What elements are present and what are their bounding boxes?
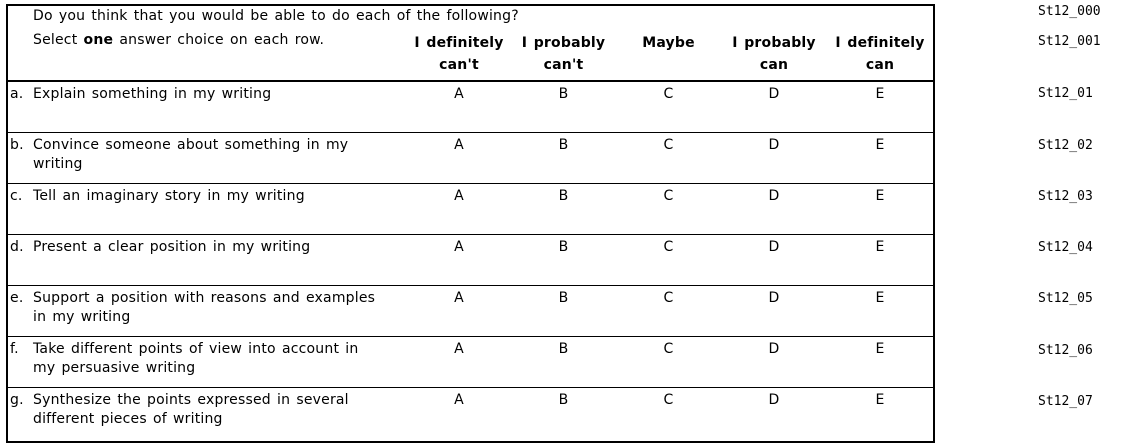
row-letter: d. (10, 239, 24, 255)
option-b[interactable]: B (558, 290, 569, 306)
option-d[interactable]: D (768, 137, 780, 153)
option-b[interactable]: B (558, 137, 569, 153)
question-text: Present a clear position in my writing (33, 239, 311, 255)
variable-code-st12-06: St12_06 (1038, 343, 1093, 358)
row-letter: a. (10, 86, 24, 102)
row-letter: c. (10, 188, 23, 204)
option-e[interactable]: E (875, 86, 885, 102)
variable-code-st12-05: St12_05 (1038, 291, 1093, 306)
question-text: Tell an imaginary story in my writing (33, 188, 305, 204)
option-c[interactable]: C (663, 392, 674, 408)
option-b[interactable]: B (558, 341, 569, 357)
variable-code-st12-07: St12_07 (1038, 394, 1093, 409)
option-a[interactable]: A (454, 290, 464, 306)
table-header: Do you think that you would be able to d… (8, 6, 933, 82)
col-header-definitely-cant: I definitely can't (414, 35, 504, 73)
row-letter: e. (10, 290, 24, 306)
question-row-g: g. Synthesize the points expressed in se… (8, 388, 933, 439)
option-b[interactable]: B (558, 239, 569, 255)
option-d[interactable]: D (768, 239, 780, 255)
option-b[interactable]: B (558, 392, 569, 408)
question-text: Explain something in my writing (33, 86, 272, 102)
option-b[interactable]: B (558, 86, 569, 102)
variable-code-st12-000: St12_000 (1038, 4, 1101, 19)
option-e[interactable]: E (875, 341, 885, 357)
question-text: Convince someone about something in my w… (33, 137, 349, 172)
option-e[interactable]: E (875, 137, 885, 153)
question-row-c: c. Tell an imaginary story in my writing… (8, 184, 933, 235)
option-a[interactable]: A (454, 239, 464, 255)
col-header-maybe: Maybe (642, 35, 695, 51)
option-e[interactable]: E (875, 239, 885, 255)
instruction-prefix: Select (33, 32, 84, 48)
option-c[interactable]: C (663, 239, 674, 255)
row-letter: b. (10, 137, 24, 153)
option-c[interactable]: C (663, 341, 674, 357)
option-d[interactable]: D (768, 290, 780, 306)
instruction-bold-word: one (83, 32, 114, 48)
option-d[interactable]: D (768, 392, 780, 408)
survey-prompt: Do you think that you would be able to d… (33, 8, 519, 24)
option-e[interactable]: E (875, 290, 885, 306)
question-row-e: e. Support a position with reasons and e… (8, 286, 933, 337)
option-e[interactable]: E (875, 392, 885, 408)
question-row-a: a. Explain something in my writing A B C… (8, 82, 933, 133)
option-a[interactable]: A (454, 392, 464, 408)
col-header-probably-cant: I probably can't (521, 35, 606, 73)
question-text: Support a position with reasons and exam… (33, 290, 376, 325)
option-c[interactable]: C (663, 290, 674, 306)
option-c[interactable]: C (663, 86, 674, 102)
option-c[interactable]: C (663, 188, 674, 204)
option-d[interactable]: D (768, 188, 780, 204)
question-table: Do you think that you would be able to d… (6, 4, 935, 443)
question-row-f: f. Take different points of view into ac… (8, 337, 933, 388)
option-b[interactable]: B (558, 188, 569, 204)
question-row-b: b. Convince someone about something in m… (8, 133, 933, 184)
row-letter: g. (10, 392, 24, 408)
row-letter: f. (10, 341, 19, 357)
option-a[interactable]: A (454, 188, 464, 204)
instruction-suffix: answer choice on each row. (113, 32, 325, 48)
col-header-probably-can: I probably can (732, 35, 816, 73)
option-e[interactable]: E (875, 188, 885, 204)
survey-instruction: Select one answer choice on each row. (33, 32, 324, 48)
variable-code-st12-001: St12_001 (1038, 34, 1101, 49)
variable-code-st12-03: St12_03 (1038, 189, 1093, 204)
variable-code-st12-02: St12_02 (1038, 138, 1093, 153)
variable-code-st12-01: St12_01 (1038, 86, 1093, 101)
option-a[interactable]: A (454, 137, 464, 153)
col-header-definitely-can: I definitely can (835, 35, 925, 73)
option-a[interactable]: A (454, 86, 464, 102)
variable-code-st12-04: St12_04 (1038, 240, 1093, 255)
option-d[interactable]: D (768, 341, 780, 357)
question-row-d: d. Present a clear position in my writin… (8, 235, 933, 286)
question-text: Take different points of view into accou… (33, 341, 359, 376)
option-a[interactable]: A (454, 341, 464, 357)
option-c[interactable]: C (663, 137, 674, 153)
question-text: Synthesize the points expressed in sever… (33, 392, 349, 427)
option-d[interactable]: D (768, 86, 780, 102)
